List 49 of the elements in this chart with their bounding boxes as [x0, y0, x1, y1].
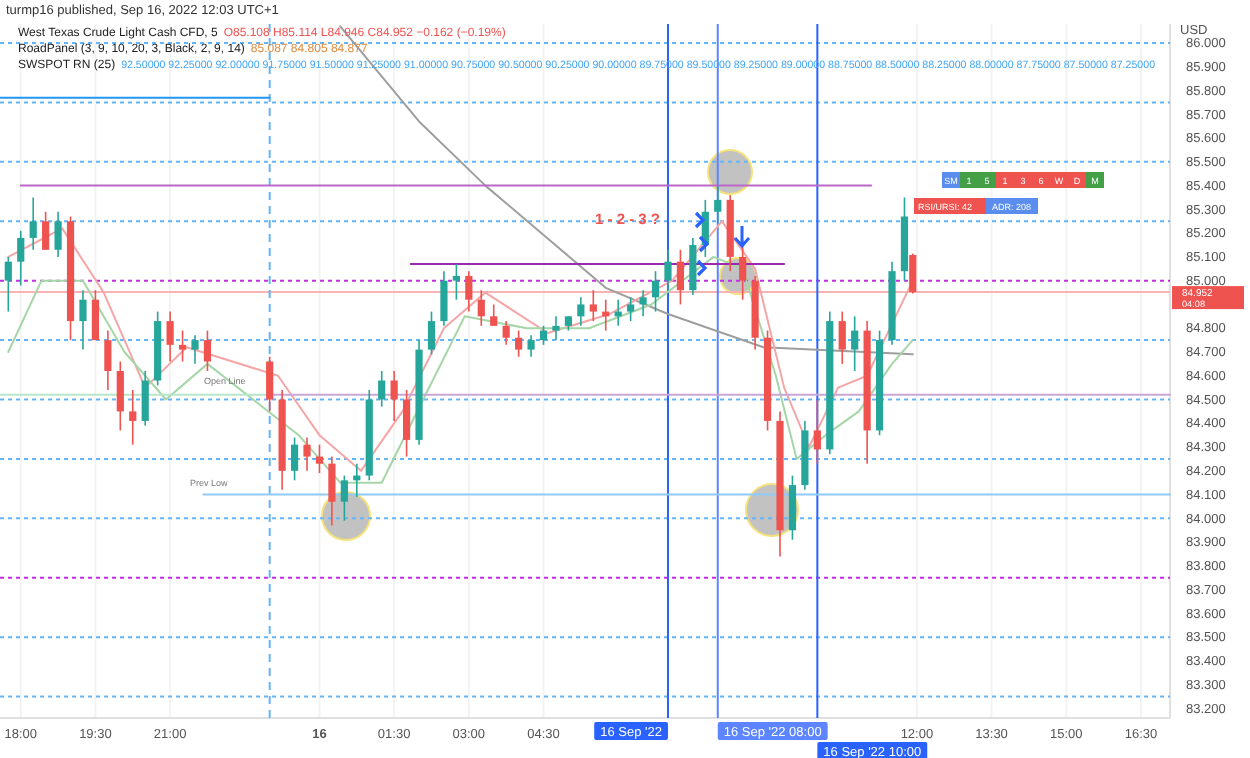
candlestick [191, 334, 199, 365]
candlestick [676, 248, 685, 306]
candlestick [42, 210, 50, 251]
candlestick [851, 315, 859, 372]
candlestick [141, 370, 149, 427]
candlestick [166, 310, 174, 363]
candlestick [390, 370, 398, 422]
candlestick [303, 436, 311, 472]
candlestick [328, 455, 336, 527]
candlestick [664, 248, 672, 291]
candlestick [689, 237, 697, 296]
candlestick [813, 398, 821, 465]
candlestick [129, 389, 137, 446]
candlestick [203, 329, 212, 372]
candlestick [452, 263, 460, 301]
candlestick [315, 443, 324, 474]
candlestick [340, 474, 348, 522]
candlestick [79, 289, 87, 351]
candlestick [290, 436, 299, 482]
candlestick [589, 289, 597, 322]
candlestick [527, 334, 535, 358]
candlestick [403, 389, 411, 458]
candlestick [266, 355, 274, 413]
candlestick [552, 315, 560, 341]
candlestick [651, 270, 660, 313]
candlestick [639, 289, 647, 318]
candlestick [104, 329, 112, 391]
candlestick [29, 196, 37, 251]
candlestick [378, 370, 386, 408]
candlestick [477, 289, 485, 327]
candlestick [714, 184, 722, 225]
candlestick [4, 256, 12, 313]
candlestick [909, 252, 917, 295]
candlestick [838, 310, 846, 365]
candlestick [17, 229, 25, 287]
candlestick [116, 360, 124, 432]
candlestick [627, 296, 635, 322]
candlestick [490, 303, 498, 327]
candlestick [178, 329, 187, 363]
candlestick [91, 289, 100, 341]
candlestick [465, 270, 473, 313]
candlestick [515, 329, 523, 358]
candlestick [539, 325, 548, 346]
candlestick [440, 270, 448, 327]
candlestick [54, 210, 62, 258]
candlestick [427, 310, 436, 356]
candlestick [502, 320, 510, 346]
candlestick [577, 296, 585, 327]
candlestick [788, 474, 797, 541]
